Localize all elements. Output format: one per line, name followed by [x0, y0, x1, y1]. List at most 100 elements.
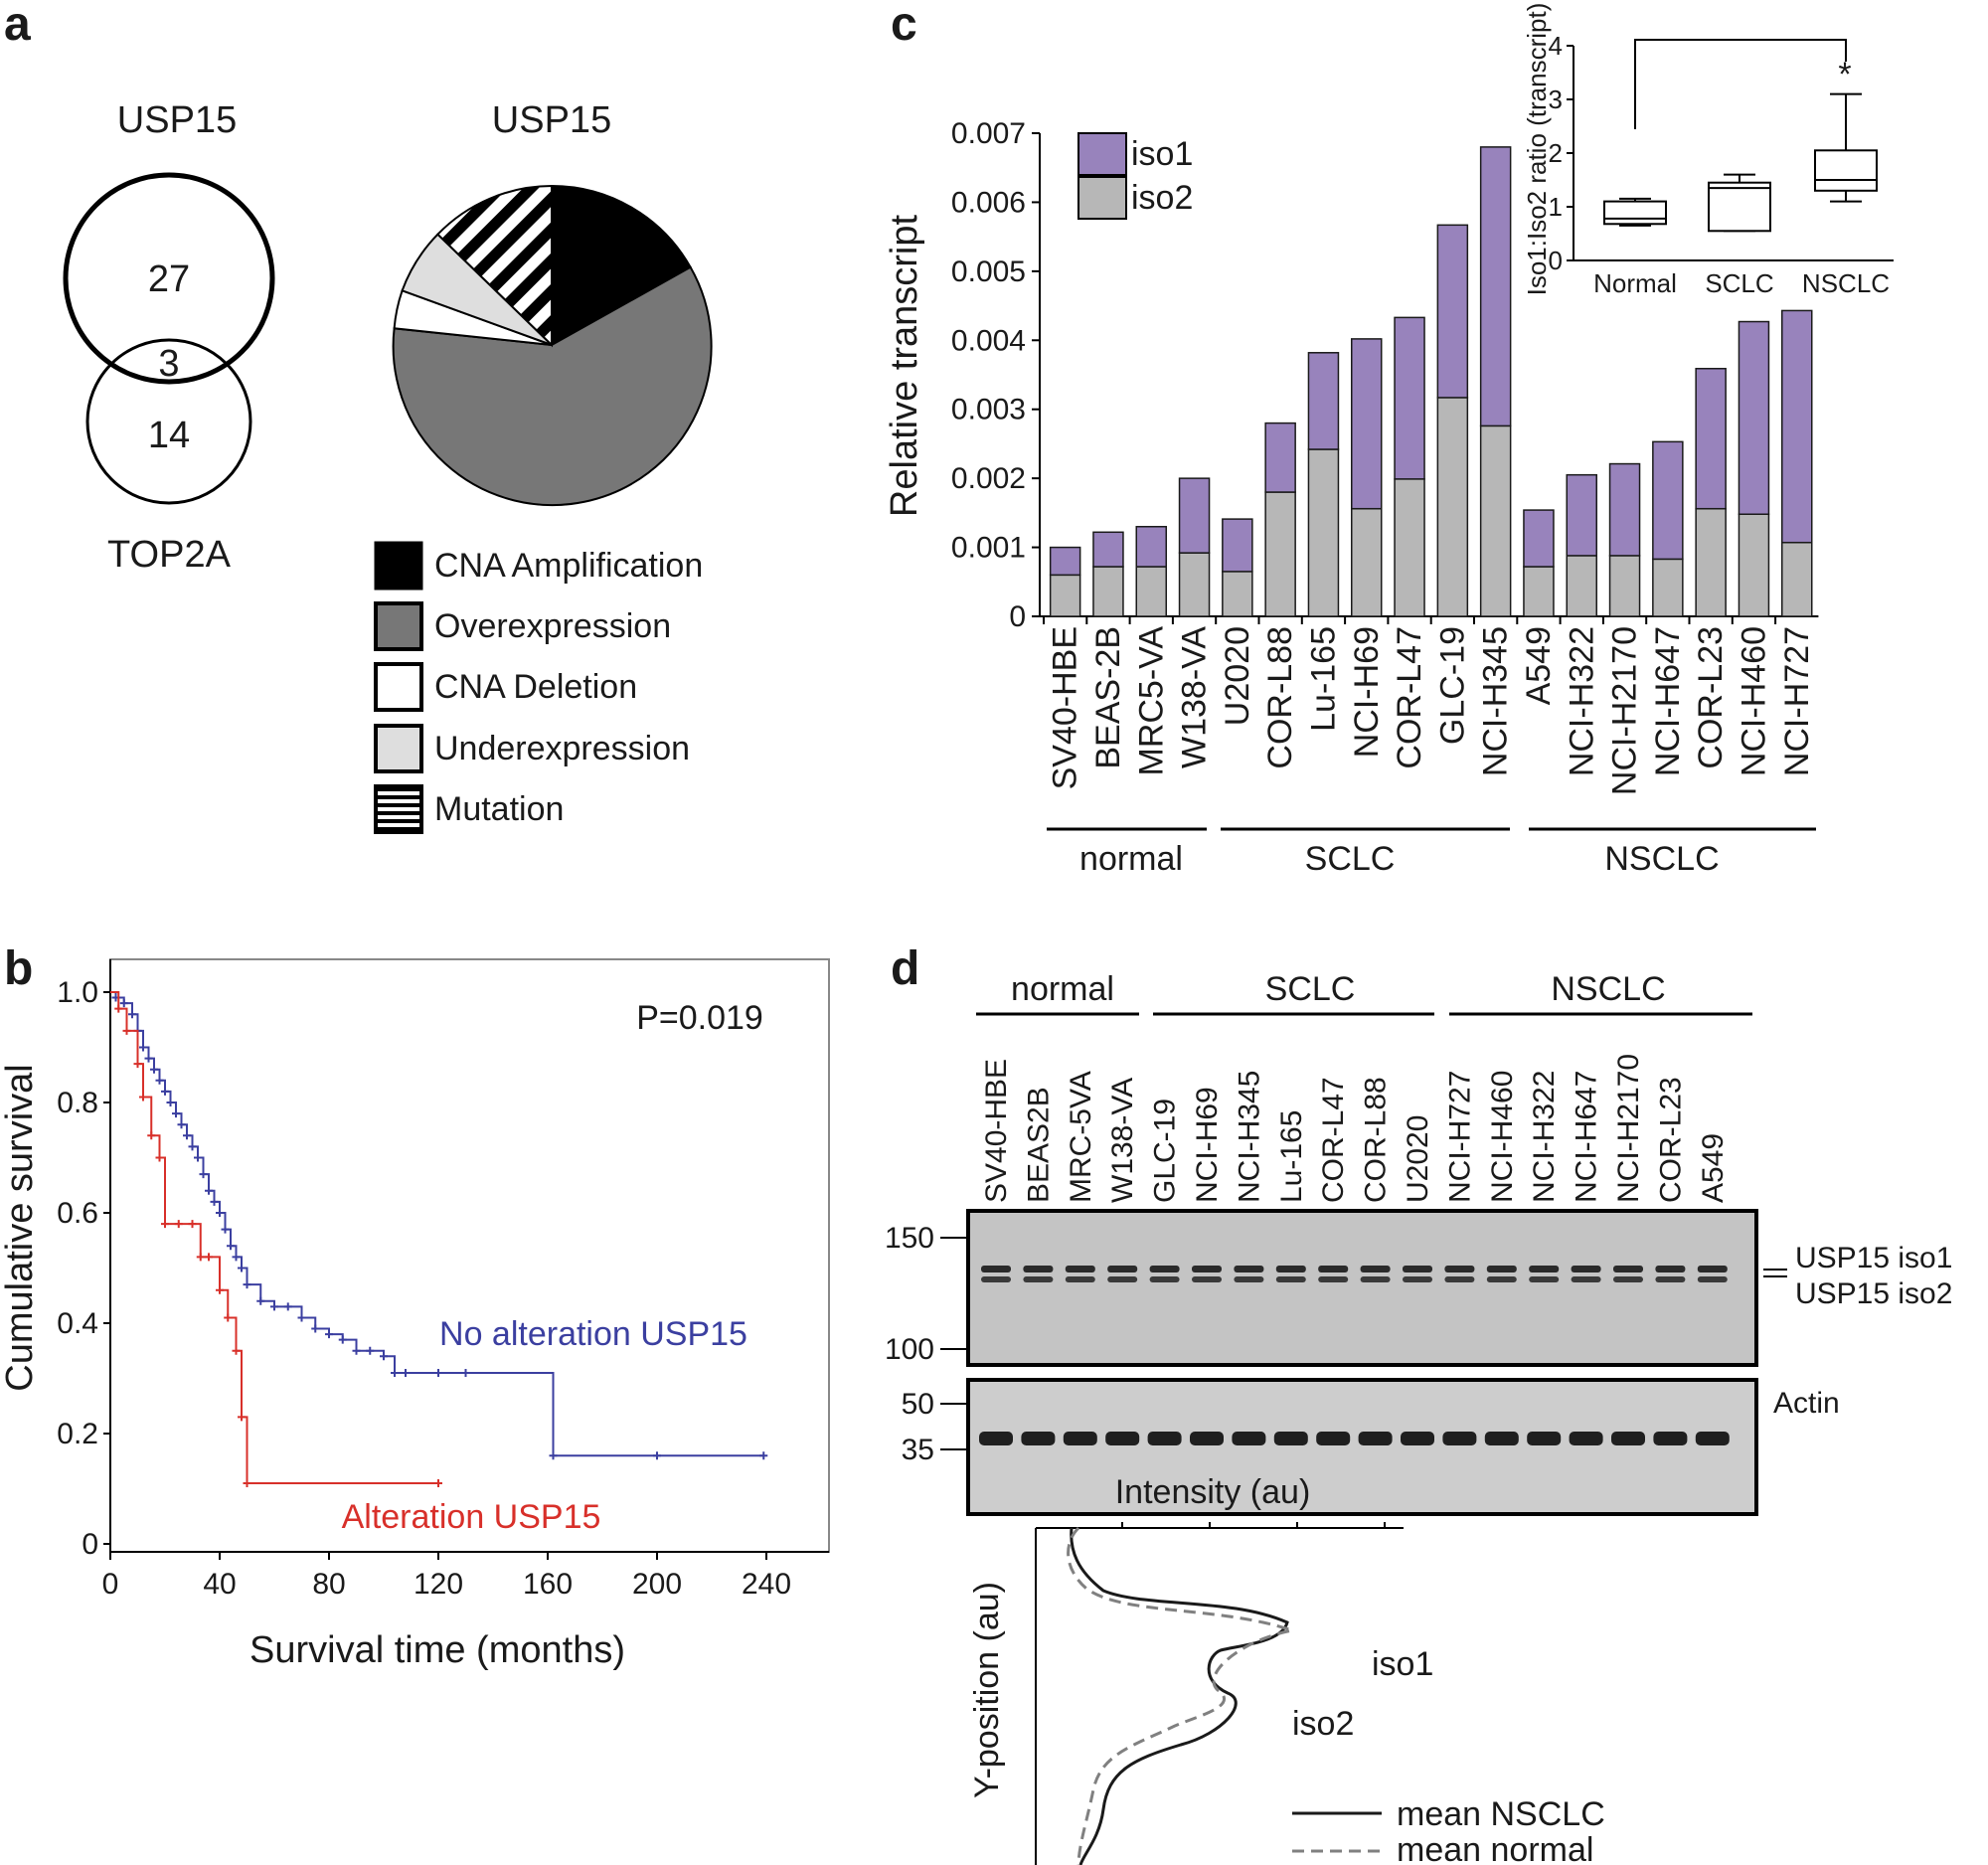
- km-censor-mark: [366, 1346, 375, 1355]
- km-x-tick-label: 120: [414, 1568, 463, 1601]
- blot-band-iso2: [1613, 1276, 1643, 1282]
- km-censor-mark: [227, 1242, 235, 1251]
- blot-panel-actin: [966, 1378, 1758, 1516]
- bar-iso1: [1264, 422, 1296, 493]
- bar-y-tick-label: 0.005: [951, 255, 1026, 288]
- bar-iso1: [1351, 338, 1383, 510]
- bar-iso1: [1608, 462, 1641, 557]
- km-censor-mark: [338, 1335, 347, 1344]
- bar-category-label: COR-L23: [1692, 626, 1730, 769]
- blot-band-iso1: [1234, 1266, 1264, 1272]
- pie-slice-overexpression: [392, 265, 713, 507]
- bar-iso1: [1436, 224, 1469, 399]
- venn-count-top2a: 14: [148, 415, 190, 456]
- venn-top-label: USP15: [117, 99, 237, 141]
- marker-150: 150: [885, 1222, 934, 1255]
- blot-lane-label: NCI-H460: [1486, 1071, 1519, 1203]
- bar-category-label: NCI-H2170: [1606, 626, 1644, 795]
- blot-band-iso1: [1107, 1266, 1138, 1272]
- profile-curve-mean-normal: [1067, 1526, 1298, 1865]
- km-censor-mark: [238, 1413, 246, 1422]
- bar-iso1: [1049, 546, 1081, 577]
- km-censor-mark: [139, 1093, 147, 1102]
- bar-iso1: [1479, 146, 1512, 427]
- km-censor-mark: [216, 1285, 224, 1294]
- km-censor-mark: [325, 1330, 333, 1339]
- inset-box-plot: Iso1:Iso2 ratio (transcript) * 0 1 2 3 4 Norm…: [1522, 3, 1894, 298]
- marker-100: 100: [885, 1333, 934, 1366]
- blot-band-actin: [1147, 1432, 1182, 1445]
- legend-label-underexpression: Underexpression: [434, 730, 690, 767]
- blot-band-iso2: [1403, 1276, 1432, 1282]
- bar-iso1: [1178, 477, 1211, 554]
- legend-swatch-mutation: [374, 784, 423, 834]
- blot-band-iso2: [1697, 1276, 1728, 1282]
- blot-band-iso1: [1023, 1266, 1054, 1272]
- profile-peak-label-iso2: iso2: [1292, 1705, 1354, 1743]
- bar-iso1: [1652, 440, 1684, 561]
- inset-y-tick-label: 1: [1549, 192, 1563, 222]
- km-censor-mark: [461, 1368, 470, 1377]
- km-censor-mark: [161, 1087, 169, 1096]
- blot-band-iso1: [1444, 1266, 1475, 1272]
- blot-band-iso2: [1107, 1276, 1138, 1282]
- bar-iso2: [1222, 571, 1253, 617]
- blot-group-label-nsclc: NSCLC: [1551, 970, 1665, 1008]
- blot-lane-label: NCI-H322: [1528, 1071, 1561, 1203]
- bar-category-label: Lu-165: [1304, 626, 1342, 732]
- km-x-axis-label: Survival time (months): [249, 1629, 625, 1671]
- blot-band-iso1: [1318, 1266, 1349, 1272]
- bar-category-label: GLC-19: [1433, 626, 1471, 745]
- blot-band-iso2: [1655, 1276, 1686, 1282]
- inset-y-tick-label: 2: [1549, 138, 1563, 168]
- bar-category-label: MRC5-VA: [1132, 626, 1170, 776]
- group-label-nsclc: NSCLC: [1604, 840, 1719, 878]
- km-censor-mark: [177, 1120, 186, 1129]
- km-censor-mark: [402, 1368, 410, 1377]
- bar-category-label: U2020: [1219, 626, 1256, 726]
- km-x-tick-label: 240: [742, 1568, 791, 1601]
- inset-box: [1603, 200, 1667, 226]
- blot-band-iso1: [1613, 1266, 1643, 1272]
- inset-y-tick-label: 0: [1549, 246, 1563, 275]
- bar-y-tick-label: 0: [1009, 600, 1026, 633]
- km-x-tick-label: 40: [203, 1568, 236, 1601]
- profile-y-axis-label: Y-position (au): [968, 1582, 1006, 1798]
- km-censor-mark: [155, 1076, 164, 1085]
- blot-band-iso2: [1275, 1276, 1306, 1282]
- km-p-value: P=0.019: [636, 999, 763, 1037]
- group-label-normal: normal: [1079, 840, 1183, 878]
- pie-chart: USP15: [392, 99, 713, 507]
- panel-label-b: b: [4, 942, 33, 995]
- km-censor-mark: [199, 1170, 208, 1179]
- blot-band-iso1: [1655, 1266, 1686, 1272]
- bar-iso2: [1135, 566, 1167, 617]
- blot-lane-label: GLC-19: [1149, 1099, 1182, 1203]
- bar-iso2: [1523, 566, 1555, 617]
- panel-label-d: d: [891, 942, 919, 995]
- bar-iso1: [1695, 368, 1727, 510]
- km-censor-mark: [133, 1060, 142, 1069]
- bar-iso2: [1695, 507, 1727, 617]
- blot-lanes: SV40-HBE BEAS2B MRC-5VA W138-VA GLC-19 NCI-H6…: [979, 1054, 1730, 1445]
- pie-slice-mutation: [435, 184, 553, 348]
- km-curve-alteration: [110, 991, 438, 1484]
- blot-band-actin: [1358, 1432, 1393, 1445]
- blot-lane-label: COR-L47: [1317, 1077, 1350, 1203]
- km-y-tick-label: 0.8: [57, 1087, 98, 1119]
- blot-band-actin: [1611, 1432, 1645, 1445]
- bar-chart: Relative transcript iso1 iso2 normal SCL…: [884, 117, 1819, 878]
- km-censor-mark: [434, 1368, 442, 1377]
- bar-y-tick-label: 0.006: [951, 186, 1026, 219]
- bar-iso2: [1351, 507, 1383, 617]
- venn-bottom-label: TOP2A: [107, 534, 232, 576]
- bar-iso2: [1738, 513, 1770, 617]
- km-y-tick-label: 1.0: [57, 976, 98, 1009]
- blot-band-actin: [1190, 1432, 1224, 1445]
- blot-band-actin: [1021, 1432, 1056, 1445]
- blot-band-iso1: [1275, 1266, 1306, 1272]
- blot-band-actin: [979, 1432, 1013, 1445]
- blot-lane-label: MRC-5VA: [1065, 1071, 1097, 1203]
- pie-title: USP15: [492, 99, 611, 141]
- profile-peak-label-iso1: iso1: [1372, 1645, 1433, 1683]
